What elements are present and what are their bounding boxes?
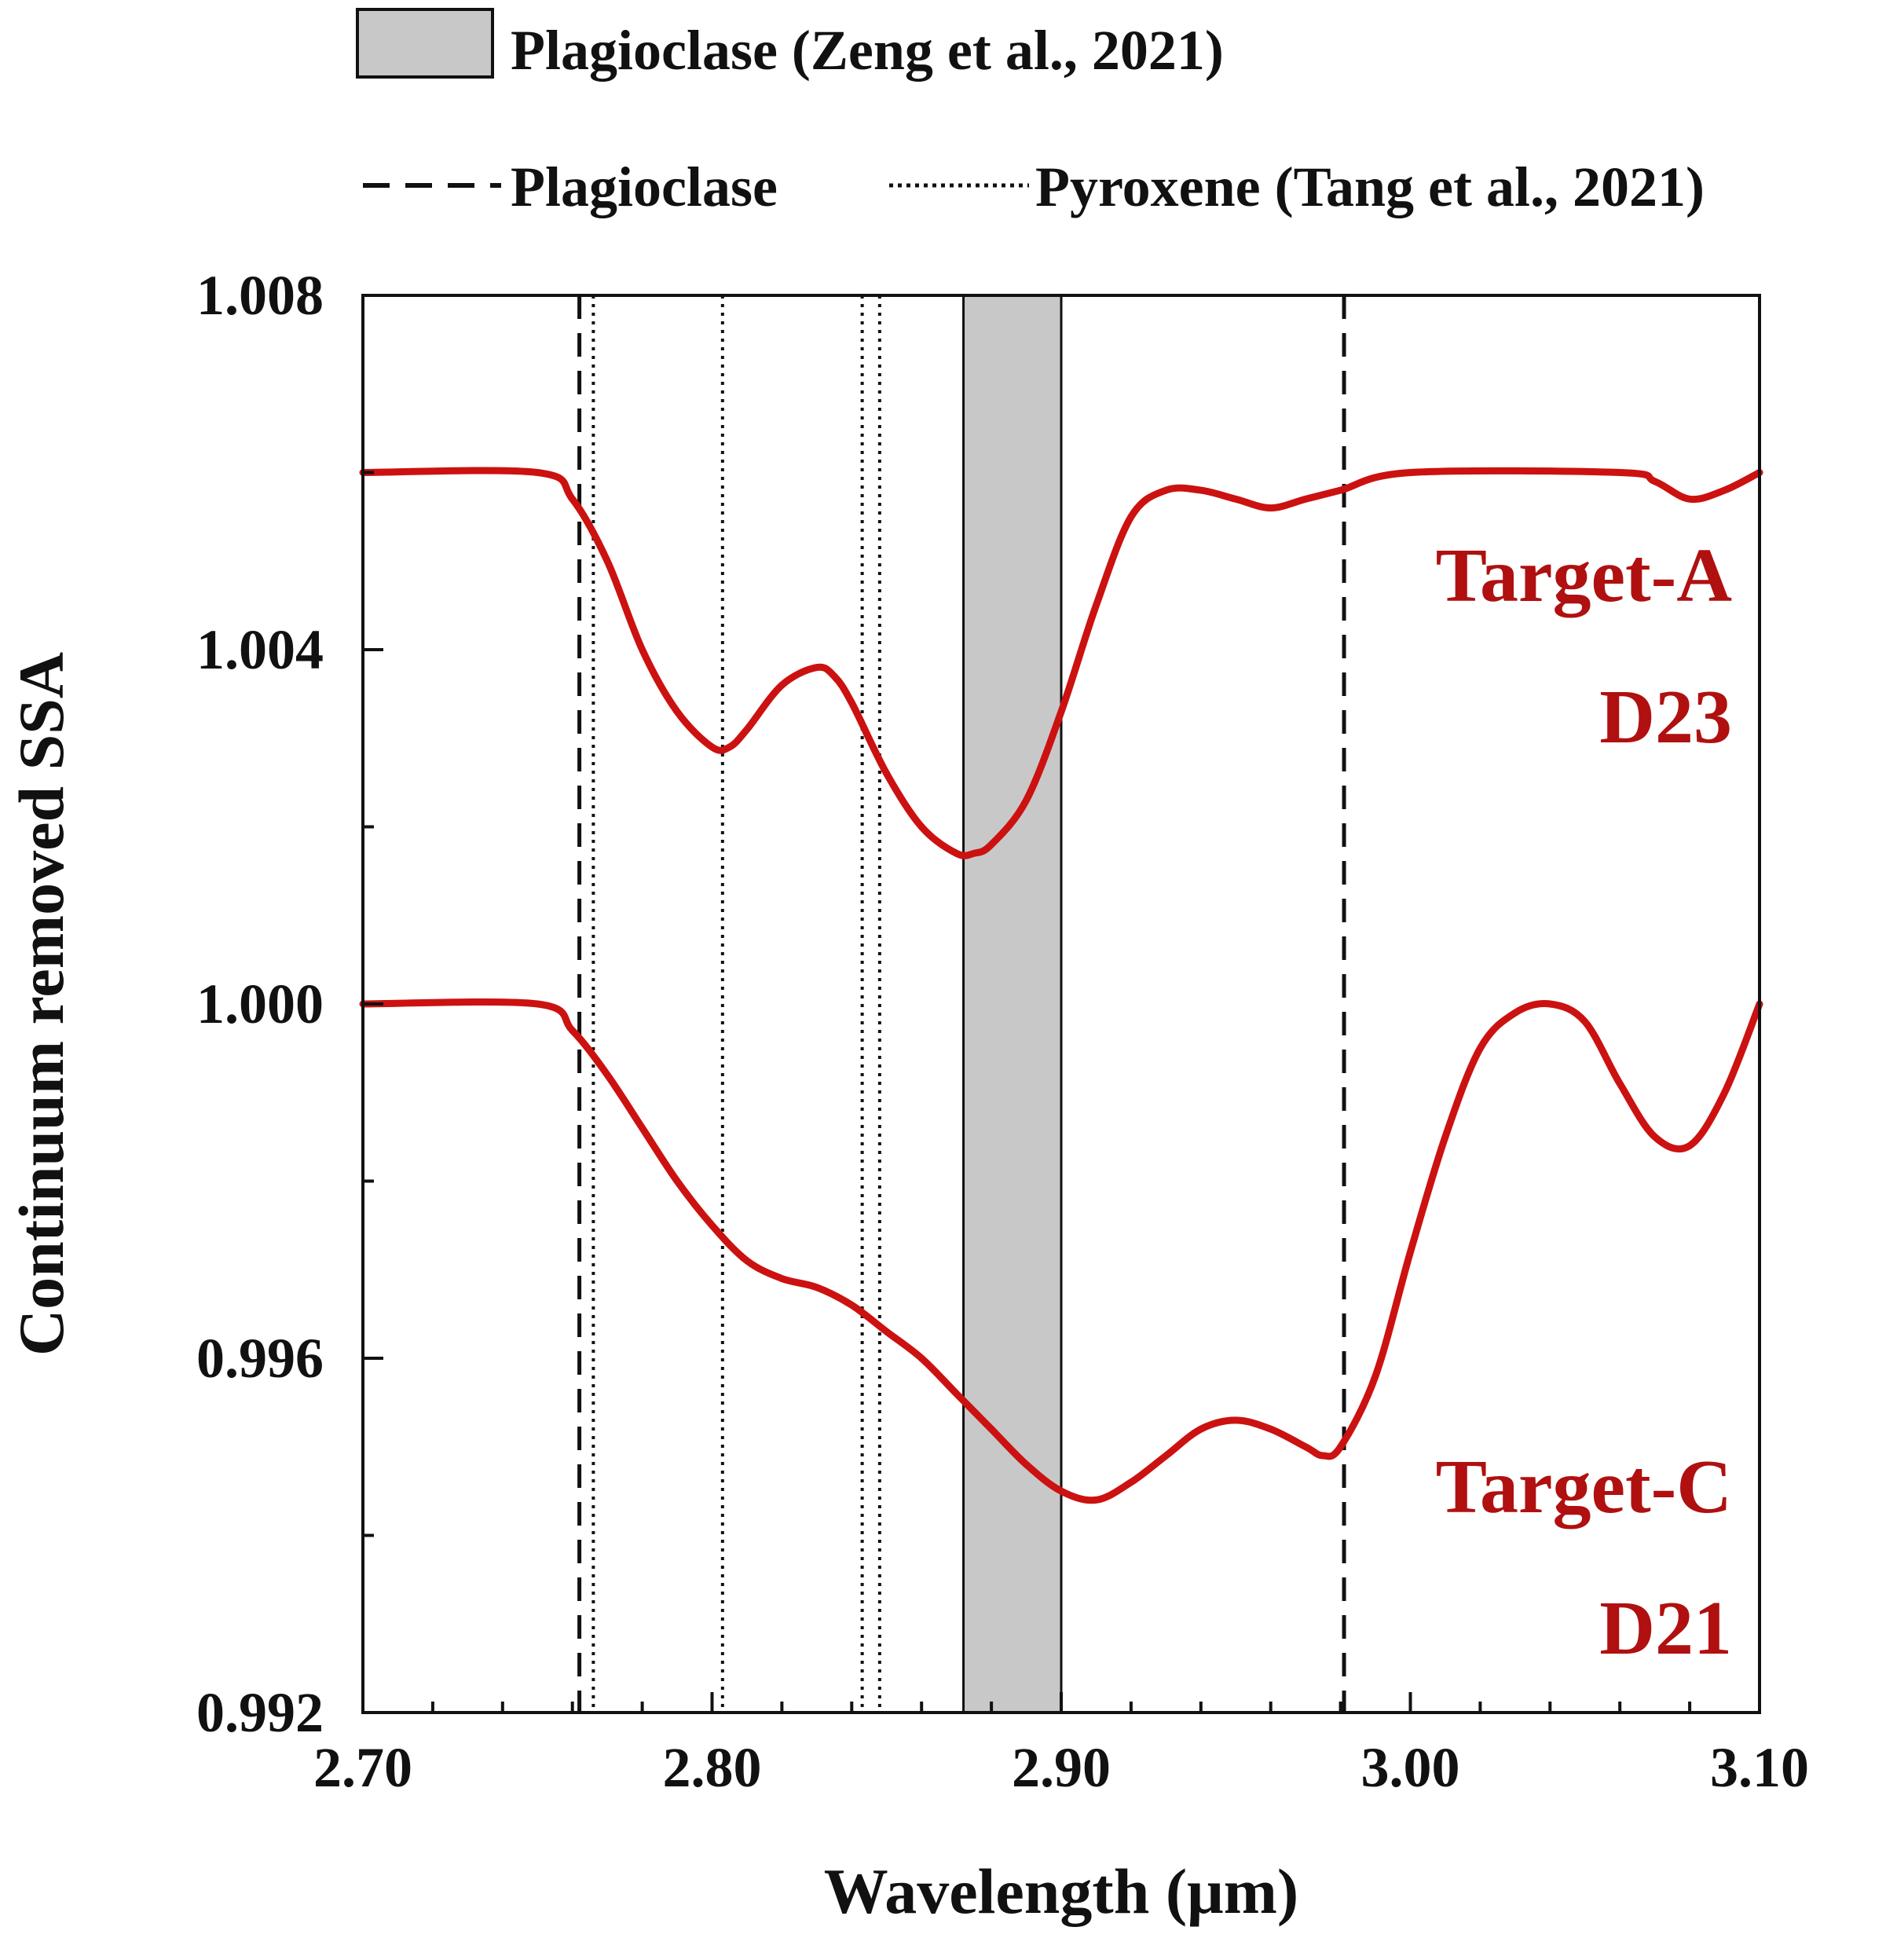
y-tick-label: 1.000 bbox=[196, 973, 324, 1035]
x-tick-label: 3.10 bbox=[1710, 1736, 1809, 1799]
axis-ticks: 2.70 2.80 2.90 3.00 3.10 0.992 0.996 1.000 1.004… bbox=[196, 264, 1809, 1799]
series-line-1 bbox=[359, 998, 1763, 1504]
plagioclase-shaded-band bbox=[962, 294, 1063, 1714]
y-tick-label: 1.004 bbox=[196, 618, 324, 681]
x-tick-label: 2.80 bbox=[663, 1736, 762, 1799]
legend-shaded-swatch bbox=[356, 8, 494, 79]
series-label-target-a: Target-A bbox=[1436, 533, 1733, 618]
legend: Plagioclase (Zeng et al., 2021) Plagiocl… bbox=[356, 8, 1705, 218]
x-tick-label: 2.90 bbox=[1012, 1736, 1111, 1799]
legend-dashed-label: Plagioclase bbox=[511, 156, 778, 218]
x-tick-label: 3.00 bbox=[1361, 1736, 1460, 1799]
reference-band-layer bbox=[962, 294, 1063, 1714]
series-label-target-c: Target-C bbox=[1436, 1445, 1732, 1530]
x-tick-label: 2.70 bbox=[313, 1736, 412, 1799]
y-tick-label: 0.992 bbox=[196, 1681, 324, 1744]
y-tick-label: 1.008 bbox=[196, 264, 324, 327]
series-labels: Target-A D23 Target-C D21 bbox=[1436, 533, 1733, 1671]
series-layer bbox=[359, 467, 1763, 1504]
legend-shaded-label: Plagioclase (Zeng et al., 2021) bbox=[511, 19, 1224, 82]
y-tick-label: 0.996 bbox=[196, 1327, 324, 1390]
x-axis-title: Wavelength (μm) bbox=[824, 1856, 1298, 1927]
series-label-d23: D23 bbox=[1599, 675, 1732, 760]
series-line-0 bbox=[359, 467, 1763, 859]
reference-lines-layer bbox=[577, 295, 1346, 1713]
series-label-d21: D21 bbox=[1599, 1586, 1732, 1671]
legend-dotted-label: Pyroxene (Tang et al., 2021) bbox=[1035, 156, 1705, 218]
y-axis-title: Continuum removed SSA bbox=[5, 652, 77, 1356]
